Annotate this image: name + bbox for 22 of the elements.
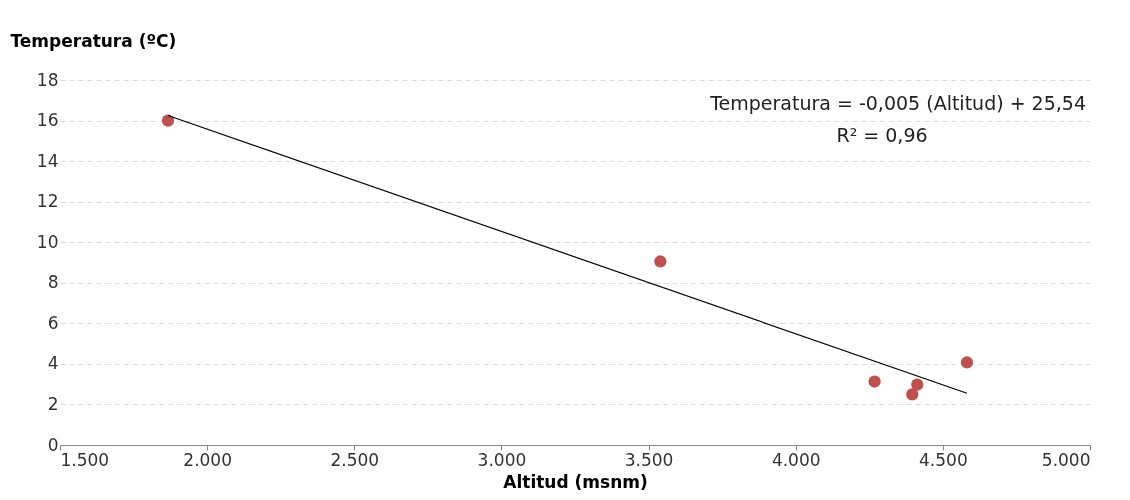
x-tick-label: 3.500: [624, 449, 674, 470]
x-tick-label: 4.500: [919, 449, 968, 470]
x-axis-title: Altitud (msnm): [503, 471, 648, 492]
x-tick-label: 4.000: [771, 449, 821, 470]
y-axis-title: Temperatura (ºC): [10, 30, 177, 51]
y-tick-label: 14: [36, 150, 59, 171]
x-tick-label: 2.500: [330, 449, 380, 470]
annotation: R² = 0,96: [836, 124, 928, 146]
y-tick-label: 2: [47, 393, 59, 414]
x-tick-label: 2.000: [183, 449, 232, 470]
x-tick-label: 3.000: [477, 449, 527, 470]
y-tick-label: 10: [36, 231, 59, 252]
y-tick-label: 16: [36, 110, 59, 131]
y-tick-label: 12: [36, 191, 59, 212]
y-tick-label: 8: [47, 272, 59, 293]
x-tick-label: 5.000: [1041, 449, 1091, 470]
x-tick-label: 1.500: [60, 449, 110, 470]
y-tick-label: 4: [47, 353, 59, 374]
y-tick-label: 18: [36, 69, 59, 90]
annotation: Temperatura = -0,005 (Altitud) + 25,54: [709, 92, 1086, 114]
y-tick-label: 6: [47, 312, 59, 333]
y-tick-label: 0: [47, 434, 59, 455]
